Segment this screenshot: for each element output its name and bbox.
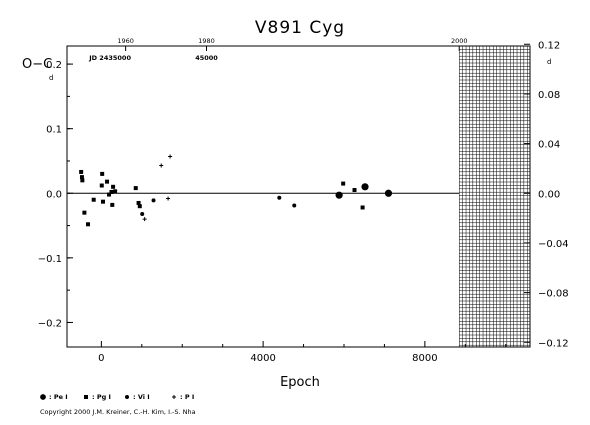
y-left-tick-label: 0.0	[46, 189, 62, 200]
data-series	[79, 154, 393, 227]
data-point-pg	[110, 202, 115, 207]
data-point-pg	[341, 181, 346, 186]
data-point-p	[159, 163, 164, 168]
x-axis-label: Epoch	[280, 375, 320, 390]
data-point-pg	[100, 171, 105, 176]
y-right-tick-label: 0.04	[538, 140, 560, 151]
data-point-vi	[140, 211, 145, 216]
data-point-pg	[113, 189, 118, 194]
y-left-tick-label: 0.1	[46, 125, 62, 136]
legend-label: : Pe I	[49, 393, 68, 401]
y-right-tick-label: 0.08	[538, 90, 560, 101]
y-left-tick-label: −0.1	[38, 254, 62, 265]
data-point-pg	[133, 186, 138, 191]
svg-text:d: d	[49, 74, 53, 82]
svg-text:O−C: O−C	[22, 57, 52, 72]
data-point-pg	[82, 210, 87, 215]
copyright-text: Copyright 2000 J.M. Kreiner, C.-H. Kim, …	[40, 408, 196, 416]
legend-marker-diamond	[125, 395, 129, 399]
data-point-pg	[79, 169, 84, 174]
top-year-label: 2000	[451, 37, 468, 45]
data-point-pg	[105, 179, 110, 184]
plot-area: 0 4000 8000 1960 1980 45000 2000 JD 2435000 0.2 0…	[38, 37, 569, 364]
data-point-p	[166, 196, 171, 201]
y-left-tick-label: −0.2	[38, 318, 62, 329]
data-point-pg	[99, 183, 104, 188]
data-point-pe	[335, 191, 343, 199]
x-tick-label: 8000	[412, 353, 437, 364]
data-point-pe	[384, 189, 393, 197]
data-point-pg	[109, 189, 114, 194]
data-point-pg	[111, 184, 116, 189]
y-right-tick-label: −0.12	[538, 338, 569, 349]
data-point-pg	[107, 192, 112, 197]
y-axis-right-unit: d	[547, 58, 551, 66]
data-point-pe	[361, 183, 369, 191]
legend-marker-circle	[40, 394, 46, 400]
top-year-label: 1960	[117, 37, 134, 45]
legend-label: : Vi I	[133, 393, 150, 401]
legend-marker-square	[84, 395, 88, 399]
y-right-tick-label: −0.08	[538, 289, 569, 300]
y-axis-left-label: O−C d	[22, 57, 53, 82]
legend: : Pe I : Pg I : Vi I : P I	[40, 393, 194, 401]
x-tick-label: 4000	[250, 353, 275, 364]
plot-frame	[66, 45, 531, 348]
data-point-vi	[292, 203, 297, 208]
y-right-tick-label: −0.04	[538, 239, 569, 250]
data-point-p	[142, 217, 147, 222]
data-point-pg	[79, 175, 84, 180]
data-point-pg	[86, 222, 91, 227]
data-point-vi	[151, 198, 156, 203]
data-point-pg	[100, 199, 105, 204]
top-year-label: 1980	[198, 37, 215, 45]
legend-marker-plus	[172, 395, 176, 399]
data-point-pg	[80, 178, 85, 183]
data-point-pg	[352, 188, 357, 193]
data-point-pg	[136, 200, 141, 205]
y-right-tick-label: 0.12	[538, 40, 560, 51]
data-point-vi	[277, 195, 282, 200]
top-jd-label: 45000	[195, 54, 218, 62]
chart-title: V891 Cyg	[255, 18, 345, 38]
future-region	[459, 46, 530, 347]
data-point-p	[168, 154, 173, 159]
y-left-tick-label: 0.2	[46, 60, 62, 71]
future-region-grid	[458, 45, 530, 347]
data-point-pg	[91, 197, 96, 202]
top-axis-unit-label: JD 2435000	[88, 54, 131, 62]
y-right-tick-label: 0.00	[538, 189, 560, 200]
legend-label: : P I	[180, 393, 194, 401]
x-tick-label: 0	[98, 353, 104, 364]
data-point-pg	[360, 205, 365, 210]
data-point-pg	[137, 204, 142, 209]
legend-label: : Pg I	[92, 393, 111, 401]
